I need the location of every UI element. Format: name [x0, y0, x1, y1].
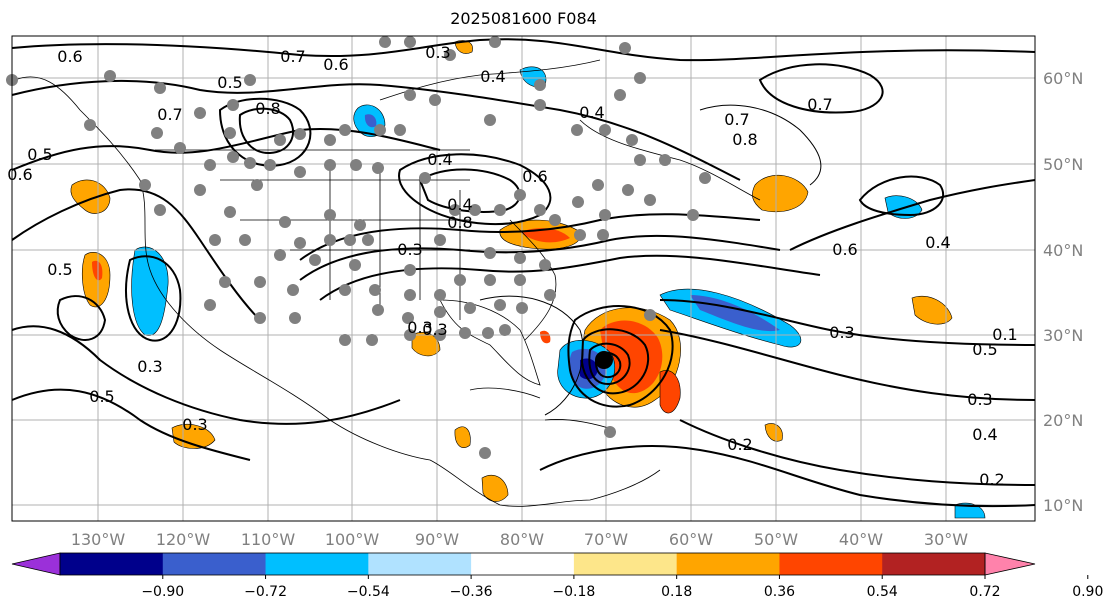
contour-value-label: 0.7: [807, 95, 832, 114]
contour-value-label: 0.5: [217, 73, 242, 92]
contour-value-label: 0.8: [447, 213, 472, 232]
contour-value-label: 0.3: [425, 43, 450, 62]
latitude-label: 20°N: [1043, 411, 1083, 430]
latitude-label: 10°N: [1043, 496, 1083, 515]
colorbar-tick-label: 0.36: [764, 584, 795, 600]
positive-anomaly-region: [454, 426, 471, 449]
latitude-axis: 60°N 50°N 40°N 30°N 20°N 10°N: [1043, 69, 1083, 515]
contour-value-label: 0.2: [727, 435, 752, 454]
contour-value-label: 0.3: [829, 323, 854, 342]
longitude-label: 130°W: [71, 530, 126, 549]
colorbar-tick-label: −0.36: [450, 584, 493, 600]
contour-value-label: 0.6: [832, 240, 857, 259]
colorbar: −0.90 −0.72 −0.54 −0.36 −0.18 0.18 0.36 0.54 0.7…: [11, 552, 1103, 600]
colorbar-tick-label: −0.72: [244, 584, 287, 600]
contour-value-label: 0.3: [407, 318, 432, 337]
plot-title: 2025081600 F084: [450, 9, 597, 28]
station-dots: [6, 36, 711, 459]
map-frame: [11, 35, 1036, 522]
colorbar-extend-low: [11, 552, 61, 576]
contour-value-label: 0.5: [27, 145, 52, 164]
longitude-label: 120°W: [156, 530, 211, 549]
contour-value-label: 0.5: [972, 340, 997, 359]
colorbar-frame: [59, 552, 986, 576]
contour-value-label: 0.7: [280, 47, 305, 66]
positive-anomaly-region: [454, 40, 473, 54]
longitude-label: 100°W: [325, 530, 380, 549]
contour-value-label: 0.6: [323, 55, 348, 74]
contour-value-label: 0.8: [732, 130, 757, 149]
colorbar-swatch: [471, 553, 575, 575]
positive-anomaly-region: [752, 175, 809, 213]
longitude-axis: 130°W 120°W 110°W 100°W 90°W 80°W 70°W 6…: [71, 530, 968, 549]
contour-value-label: 0.1: [992, 325, 1017, 344]
colorbar-swatch: [162, 553, 267, 575]
contour-value-label: 0.8: [255, 99, 280, 118]
positive-anomaly-region: [81, 252, 111, 308]
contour-value-label: 0.4: [925, 233, 950, 252]
storm-center-marker: [595, 351, 613, 369]
colorbar-swatch: [368, 553, 472, 575]
contour-value-label: 0.6: [57, 47, 82, 66]
contour-value-label: 0.6: [7, 165, 32, 184]
latitude-label: 40°N: [1043, 241, 1083, 260]
longitude-label: 50°W: [754, 530, 798, 549]
contour-value-label: 0.4: [427, 150, 452, 169]
colorbar-swatch: [60, 553, 164, 575]
contour-value-label: 0.3: [422, 320, 447, 339]
colorbar-swatch: [779, 553, 883, 575]
longitude-label: 60°W: [669, 530, 713, 549]
positive-anomaly-region: [764, 423, 783, 442]
positive-anomaly-region: [411, 331, 441, 357]
positive-anomaly-region: [540, 330, 551, 344]
positive-anomaly-region: [92, 260, 103, 281]
colorbar-swatch: [573, 553, 678, 575]
negative-anomaly-region: [364, 114, 377, 128]
longitude-label: 110°W: [241, 530, 296, 549]
thin-contour-lines: [479, 104, 822, 416]
longitude-label: 70°W: [584, 530, 628, 549]
contour-value-label: 0.4: [480, 67, 505, 86]
colorbar-swatch: [676, 553, 780, 575]
contour-value-label: 0.7: [724, 110, 749, 129]
contour-value-label: 0.5: [89, 387, 114, 406]
contour-value-label: 0.4: [447, 195, 472, 214]
contour-value-label: 0.3: [137, 357, 162, 376]
colorbar-swatch: [882, 553, 986, 575]
negative-anomaly-region: [131, 246, 169, 336]
contour-value-label: 0.4: [972, 425, 997, 444]
latitude-label: 60°N: [1043, 69, 1083, 88]
colorbar-tick-label: 0.18: [661, 584, 692, 600]
contour-value-label: 0.2: [979, 470, 1004, 489]
longitude-label: 40°W: [839, 530, 883, 549]
colorbar-tick-label: 0.54: [867, 584, 898, 600]
contour-value-label: 0.7: [157, 105, 182, 124]
latitude-label: 30°N: [1043, 326, 1083, 345]
contour-value-label: 0.3: [967, 390, 992, 409]
colorbar-tick-label: 0.90: [1072, 584, 1103, 600]
colorbar-swatch: [265, 553, 369, 575]
colorbar-tick-label: −0.18: [552, 584, 595, 600]
colorbar-tick-label: −0.54: [347, 584, 390, 600]
contour-label-group: 0.6 0.7 0.60.30.40.50.8 0.70.4 0.70.80.60.50…: [7, 43, 1017, 489]
colorbar-tick-label: −0.90: [141, 584, 184, 600]
longitude-label: 30°W: [924, 530, 968, 549]
positive-anomaly-region: [659, 370, 681, 414]
contour-value-label: 0.3: [182, 415, 207, 434]
longitude-label: 80°W: [500, 530, 544, 549]
positive-anomaly-region: [70, 179, 111, 214]
contour-value-label: 0.3: [397, 240, 422, 259]
contour-value-label: 0.5: [47, 260, 72, 279]
positive-anomaly-region: [911, 296, 953, 325]
contour-value-label: 0.6: [522, 167, 547, 186]
colorbar-extend-high: [984, 552, 1036, 576]
latitude-label: 50°N: [1043, 155, 1083, 174]
colorbar-tick-label: 0.72: [969, 584, 1000, 600]
graticule: [12, 36, 1035, 521]
contour-value-label: 0.4: [579, 103, 604, 122]
longitude-label: 90°W: [415, 530, 459, 549]
